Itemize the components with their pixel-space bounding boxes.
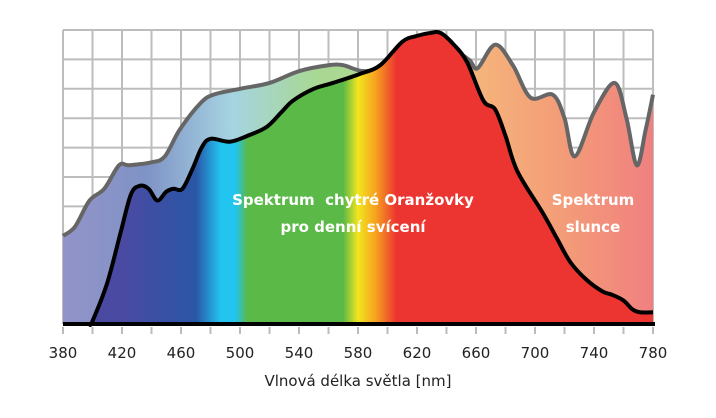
x-tick-label: 540 [285,344,314,362]
x-tick-label: 780 [639,344,668,362]
x-tick-label: 580 [344,344,373,362]
x-tick-label: 420 [108,344,137,362]
x-tick-label: 620 [403,344,432,362]
x-tick-label: 500 [226,344,255,362]
sun-label-line1: Spektrum [552,191,635,209]
x-tick-label: 460 [167,344,196,362]
led-label-line1: Spektrum chytré Oranžovky [232,191,474,209]
x-axis-label: Vlnová délka světla [nm] [264,372,451,390]
sun-label-line2: slunce [566,218,621,236]
x-axis-ticks: 380 420 460 500 540 580 620 660 700 740 780 [49,327,668,362]
x-tick-label: 700 [521,344,550,362]
led-spectrum-area [89,31,654,325]
led-spectrum-line [87,29,654,327]
led-label-line2: pro denní svícení [280,218,426,236]
x-tick-label: 740 [580,344,609,362]
x-tick-label: 380 [49,344,78,362]
x-tick-label: 660 [462,344,491,362]
